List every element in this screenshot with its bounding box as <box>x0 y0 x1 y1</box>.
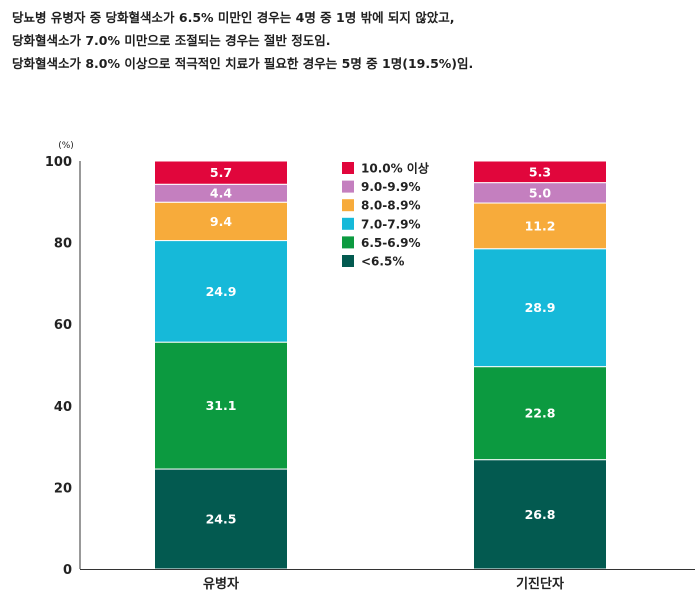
data-label-1-1: 24.5 <box>206 512 237 527</box>
data-label-1-5: 4.4 <box>210 186 232 201</box>
data-label-2-1: 26.8 <box>525 507 556 522</box>
bar-segment-2-2 <box>473 366 607 461</box>
y-tick-label-40: 40 <box>54 400 72 415</box>
data-label-1-6: 5.7 <box>210 165 232 180</box>
y-tick-label-0: 0 <box>63 563 72 578</box>
y-tick-label-60: 60 <box>54 318 72 333</box>
legend-label-5: 6.5-6.9% <box>361 236 421 250</box>
bar-segment-2-4 <box>473 202 607 250</box>
data-label-1-2: 31.1 <box>206 398 237 413</box>
legend-swatch-5 <box>342 236 354 249</box>
category-label-1: 유병자 <box>203 576 239 592</box>
data-label-2-4: 11.2 <box>525 218 556 233</box>
data-label-1-4: 9.4 <box>210 214 232 229</box>
data-label-2-5: 5.0 <box>529 185 551 200</box>
legend-swatch-6 <box>342 255 354 267</box>
legend-swatch-4 <box>342 217 354 230</box>
data-label-2-3: 28.9 <box>525 300 556 315</box>
legend-label-2: 9.0-9.9% <box>361 180 421 194</box>
data-label-1-3: 24.9 <box>206 284 237 299</box>
description-line-1: 당뇨병 유병자 중 당화혈색소가 6.5% 미만인 경우는 4명 중 1명 밖에… <box>12 10 455 25</box>
legend-swatch-1 <box>342 162 354 174</box>
legend-swatch-2 <box>342 180 354 193</box>
description-line-2: 당화혈색소가 7.0% 미만으로 조절되는 경우는 절반 정도임. <box>12 33 331 48</box>
data-label-2-6: 5.3 <box>529 164 551 179</box>
bar-segment-1-2 <box>154 341 288 470</box>
bar-segment-1-6 <box>154 160 288 185</box>
chart-description: 당뇨병 유병자 중 당화혈색소가 6.5% 미만인 경우는 4명 중 1명 밖에… <box>12 6 692 75</box>
legend-label-6: <6.5% <box>361 255 404 269</box>
y-tick-label-80: 80 <box>54 237 72 252</box>
bar-segment-2-1 <box>473 459 607 570</box>
data-label-2-2: 22.8 <box>525 406 556 421</box>
legend-label-1: 10.0% 이상 <box>361 161 429 176</box>
y-tick-label-100: 100 <box>45 155 72 170</box>
description-line-3: 당화혈색소가 8.0% 이상으로 적극적인 치료가 필요한 경우는 5명 중 1… <box>12 56 474 71</box>
bar-segment-1-3 <box>154 240 288 343</box>
legend-label-3: 8.0-8.9% <box>361 199 421 213</box>
legend-swatch-3 <box>342 199 354 212</box>
legend-label-4: 7.0-7.9% <box>361 217 421 231</box>
bar-segment-2-6 <box>473 160 607 184</box>
y-axis-unit-label: (%) <box>58 141 74 151</box>
category-label-2: 기진단자 <box>516 576 564 592</box>
y-tick-label-20: 20 <box>54 481 72 496</box>
bar-segment-2-3 <box>473 248 607 368</box>
